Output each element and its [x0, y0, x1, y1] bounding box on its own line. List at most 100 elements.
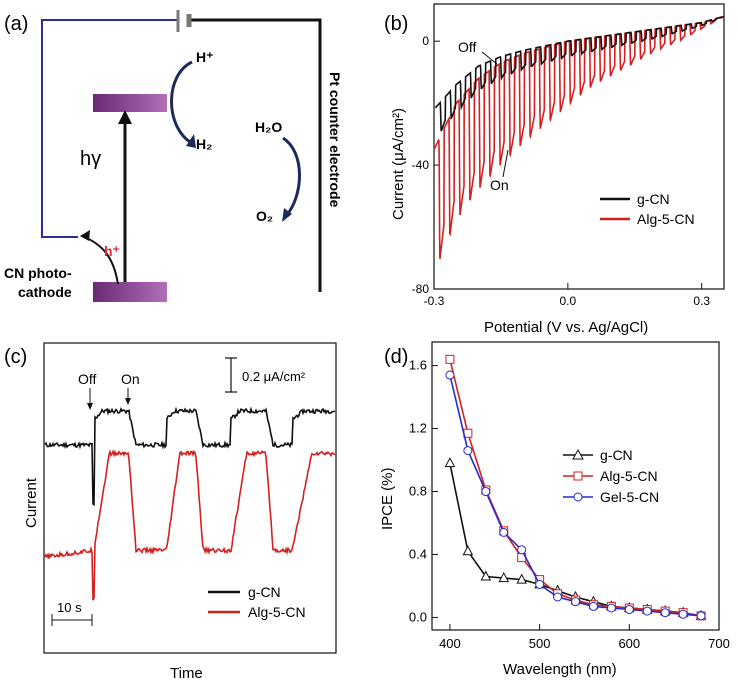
panel-b-on-pointer — [502, 149, 509, 178]
panel-b-xtick-label: -0.3 — [424, 294, 445, 308]
panel-d-ytick-label: 0.8 — [409, 484, 427, 499]
panel-c-time-scale-label: 10 s — [57, 600, 82, 615]
panel-b-frame — [433, 3, 725, 290]
panel-c-time-scale-bar: 10 s — [51, 600, 93, 626]
panel-b-legend-gcn: g-CN — [637, 191, 670, 207]
panel-c-chart: (c) Off On 0.2 μA/cm² 10 s g-CN Alg-5-CN — [4, 342, 337, 682]
panel-d-label: (d) — [384, 346, 408, 368]
panel-c-label: (c) — [4, 346, 27, 368]
panel-b-ylabel: Current (μA/cm²) — [390, 108, 407, 220]
panel-c-current-scale-bar: 0.2 μA/cm² — [225, 357, 306, 393]
panel-d-legend-alg: Alg-5-CN — [600, 468, 658, 484]
panel-d-legend: g-CN Alg-5-CN Gel-5-CN — [563, 447, 659, 505]
panel-c-legend-gcn: g-CN — [248, 584, 281, 600]
circuit-wire-left — [41, 19, 177, 238]
panel-c-off-arrowhead — [87, 403, 93, 410]
panel-c-xlabel: Time — [170, 665, 203, 682]
h-reduction-arrow — [170, 60, 193, 144]
panel-c-series-alg — [44, 449, 336, 601]
panel-c-series — [44, 406, 336, 601]
panel-b-ticks: -0.3 0.0 0.3 0 -40 -80 — [412, 34, 711, 308]
photon-label: hγ — [80, 148, 101, 170]
panel-d-point-gel — [624, 605, 634, 615]
panel-d-ytick-label: 1.2 — [409, 421, 427, 436]
panel-d-series — [444, 354, 707, 621]
panel-b-off-pointer — [481, 51, 498, 65]
counter-electrode-wire — [191, 18, 322, 292]
panel-d-xlabel: Wavelength (nm) — [503, 661, 617, 678]
panel-b-xlabel: Potential (V vs. Ag/AgCl) — [484, 319, 648, 336]
panel-d-point-gel — [535, 579, 545, 589]
panel-b-chart: (b) -0.3 0.0 0.3 0 -40 -80 Off On g-CN Alg-5-… — [384, 3, 725, 336]
panel-d-ytick-label: 0.4 — [409, 546, 427, 561]
panel-d-point-gel — [499, 527, 509, 537]
panel-d-point-gcn — [516, 573, 528, 584]
panel-d-point-gel — [696, 611, 706, 621]
panel-b-series — [433, 15, 725, 260]
panel-d-point-gel — [445, 370, 455, 380]
panel-d-point-gel — [642, 606, 652, 616]
panel-b-ytick-label: 0 — [422, 34, 429, 48]
panel-b-xtick-label: 0.3 — [693, 294, 710, 308]
panel-c-off-annotation: Off — [78, 371, 97, 387]
panel-d-point-gel — [660, 608, 670, 618]
panel-d-chart: (d) 400 500 600 700 0.0 0.4 0.8 1.2 1.6 g-CN Alg… — [379, 341, 730, 678]
panel-b-legend: g-CN Alg-5-CN — [600, 191, 695, 227]
water-oxidation-arrow — [282, 136, 301, 217]
panel-b-legend-alg: Alg-5-CN — [637, 211, 695, 227]
o2-label: O₂ — [256, 208, 273, 224]
panel-d-ytick-label: 1.6 — [409, 358, 427, 373]
panel-d-legend-marker-gcn — [572, 448, 584, 460]
panel-d-legend-marker-alg — [573, 471, 583, 481]
hole-label: h⁺ — [104, 243, 120, 259]
panel-d-point-gcn — [462, 545, 474, 556]
panel-d-point-gel — [463, 446, 473, 456]
panel-d-legend-gel: Gel-5-CN — [600, 489, 659, 505]
panel-d-legend-gcn: g-CN — [600, 447, 633, 463]
panel-d-xtick-label: 700 — [708, 636, 730, 651]
photocathode-label-line1: CN photo- — [4, 265, 72, 281]
h-plus-label: H⁺ — [196, 49, 214, 65]
panel-d-legend-marker-gel — [573, 492, 583, 502]
panel-c-on-annotation: On — [121, 371, 140, 387]
panel-c-legend: g-CN Alg-5-CN — [208, 584, 306, 620]
panel-c-series-gcn — [44, 406, 336, 507]
panel-d-xtick-label: 400 — [439, 636, 461, 651]
panel-d-point-gcn — [498, 571, 510, 583]
panel-d-point-gel — [517, 545, 527, 555]
panel-d-point-gel — [571, 597, 580, 607]
panel-d-point-gel — [553, 592, 563, 602]
valence-band — [93, 282, 167, 302]
panel-c-legend-alg: Alg-5-CN — [248, 604, 306, 620]
panel-d-ytick-label: 0.0 — [409, 609, 427, 624]
panel-d-frame — [431, 341, 720, 631]
counter-electrode-label: Pt counter electrode — [327, 72, 343, 208]
excitation-arrowhead — [118, 110, 132, 124]
panel-d-point-gcn — [480, 570, 492, 581]
h2-label: H₂ — [196, 136, 212, 152]
panel-d-ticks: 400 500 600 700 0.0 0.4 0.8 1.2 1.6 — [409, 358, 730, 651]
panel-d-point-gcn — [444, 457, 456, 468]
panel-c-frame — [43, 342, 337, 654]
panel-c-on-arrowhead — [125, 398, 131, 405]
hole-transfer-arrowhead — [80, 230, 90, 241]
panel-d-point-gel — [606, 603, 616, 613]
panel-b-on-annotation: On — [490, 177, 509, 193]
panel-a-schematic: (a) hγ h⁺ H⁺ H₂ H₂O O₂ — [4, 10, 343, 302]
panel-b-off-annotation: Off — [458, 39, 477, 55]
panel-a-label: (a) — [4, 13, 28, 35]
panel-c-current-scale-label: 0.2 μA/cm² — [242, 369, 306, 384]
panel-c-ylabel: Current — [23, 477, 40, 528]
h2o-label: H₂O — [255, 119, 282, 135]
panel-b-ytick-label: -80 — [412, 282, 430, 296]
photocathode-label-line2: cathode — [18, 284, 72, 300]
panel-d-point-alg — [445, 354, 455, 364]
panel-d-xtick-label: 600 — [618, 636, 640, 651]
panel-d-point-gel — [481, 487, 491, 497]
panel-b-label: (b) — [384, 13, 408, 35]
panel-b-series-gcn — [434, 15, 725, 132]
panel-d-ylabel: IPCE (%) — [379, 467, 396, 530]
h-reduction-arrowhead — [186, 134, 196, 148]
water-oxidation-arrowhead — [282, 208, 292, 222]
panel-b-ytick-label: -40 — [412, 158, 430, 172]
